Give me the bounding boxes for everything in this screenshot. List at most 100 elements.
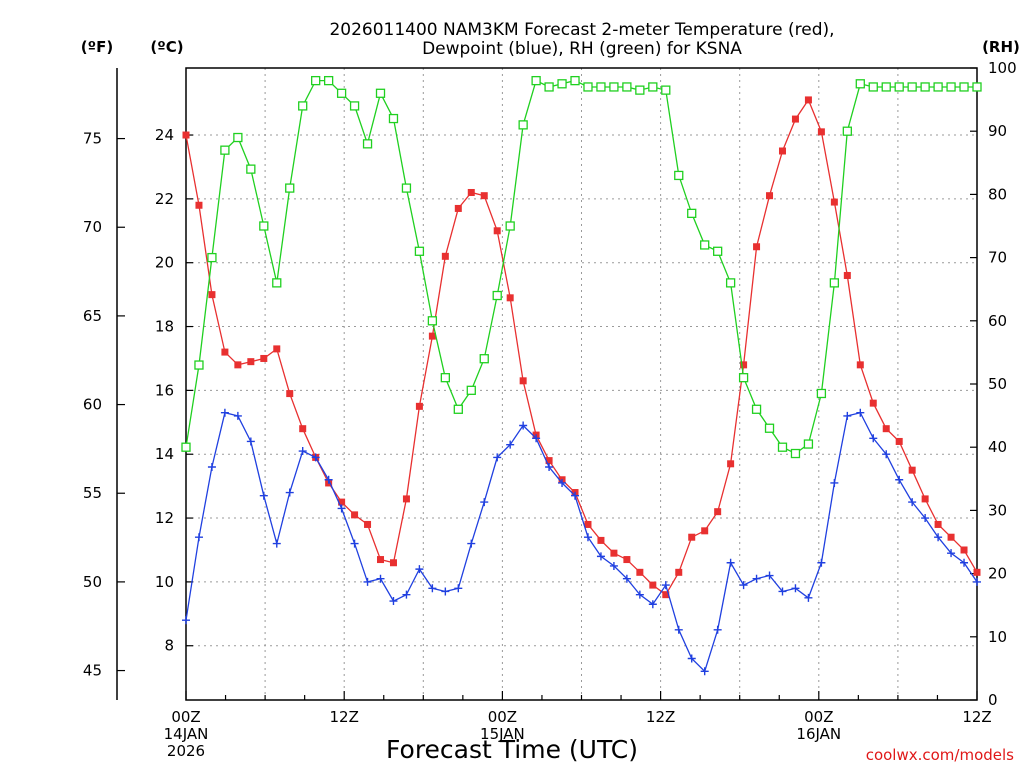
temperature-point <box>921 495 929 503</box>
temperature-point <box>597 536 605 544</box>
dewpoint-point <box>869 434 878 443</box>
rh-point <box>466 385 476 395</box>
temperature-point <box>208 291 216 299</box>
dewpoint-point <box>350 539 359 548</box>
dewpoint-point <box>402 590 411 599</box>
dewpoint-point <box>558 478 567 487</box>
fahrenheit-tick-label: 45 <box>83 662 102 680</box>
rh-point <box>881 82 891 92</box>
rh-point <box>777 442 788 452</box>
rh-point <box>518 120 528 130</box>
dewpoint-point <box>817 558 826 567</box>
fahrenheit-tick-label: 70 <box>83 218 102 236</box>
temperature-point <box>506 294 514 302</box>
rh-point <box>272 278 282 288</box>
temperature-point <box>778 147 786 155</box>
dewpoint-point <box>973 577 981 586</box>
temperature-point <box>869 399 877 407</box>
dewpoint-point <box>895 475 904 484</box>
fahrenheit-tick-label: 50 <box>83 573 102 591</box>
dewpoint-point <box>545 462 554 471</box>
rh-tick-label: 60 <box>988 312 1007 330</box>
dewpoint-point <box>493 453 502 462</box>
dewpoint-point <box>532 434 541 443</box>
temperature-point <box>260 354 268 362</box>
fahrenheit-tick-label: 75 <box>83 130 102 148</box>
temperature-point <box>545 457 553 465</box>
x-tick-label: 00Z <box>171 708 200 726</box>
temperature-point <box>428 332 436 340</box>
chart-title-line-1: 2026011400 NAM3KM Forecast 2-meter Tempe… <box>329 20 834 40</box>
rh-point <box>609 82 619 92</box>
temperature-point <box>701 527 709 535</box>
temperature-point <box>934 520 942 528</box>
dewpoint-point <box>622 574 631 583</box>
rh-tick-label: 50 <box>988 375 1007 393</box>
dewpoint-point <box>324 475 333 484</box>
rh-point <box>401 183 412 193</box>
celsius-tick-label: 18 <box>155 318 174 336</box>
rh-point <box>479 354 489 364</box>
temperature-point <box>960 546 968 554</box>
rh-point <box>375 88 386 98</box>
dewpoint-point <box>752 574 761 583</box>
rh-point <box>233 132 243 143</box>
temperature-point <box>817 128 825 136</box>
rh-point <box>259 221 269 231</box>
x-tick-label: 12Z <box>330 708 359 726</box>
x-tick-label: 16JAN <box>796 725 841 743</box>
temperature-point <box>584 520 592 528</box>
dewpoint-point <box>571 491 580 500</box>
dewpoint-point <box>454 584 463 593</box>
temperature-point <box>830 198 838 206</box>
dewpoint-point <box>311 453 320 462</box>
rh-point <box>181 442 191 452</box>
temperature-point <box>843 271 851 279</box>
fahrenheit-tick-label: 55 <box>83 484 102 502</box>
rh-point <box>388 113 399 124</box>
rh-point <box>933 82 943 92</box>
dewpoint-point <box>739 581 748 590</box>
rh-point <box>440 373 450 383</box>
temperature-point <box>908 466 916 474</box>
temperature-point <box>286 390 294 398</box>
temperature-point <box>377 556 385 564</box>
temperature-point <box>688 533 696 541</box>
rh-point <box>362 139 373 149</box>
plot-frame <box>185 67 978 701</box>
rh-point <box>764 423 775 433</box>
dewpoint-point <box>713 625 722 634</box>
dewpoint-point <box>298 447 307 456</box>
rh-point <box>298 101 308 111</box>
temperature-point <box>247 358 255 366</box>
dewpoint-point <box>480 498 489 507</box>
dewpoint-point <box>700 667 709 676</box>
rh-series <box>181 75 982 459</box>
rh-point <box>894 82 904 92</box>
temperature-point <box>791 115 799 123</box>
dewpoint-line <box>185 411 978 673</box>
rh-point <box>570 75 580 86</box>
temperature-point <box>364 520 372 528</box>
rh-tick-label: 20 <box>988 565 1007 583</box>
dewpoint-point <box>635 590 644 599</box>
temperature-point <box>299 425 307 433</box>
dewpoint-point <box>765 571 774 580</box>
temperature-point <box>195 201 203 209</box>
rh-point <box>751 404 762 414</box>
x-tick-label: 2026 <box>167 742 205 760</box>
rh-point <box>492 290 502 301</box>
x-axis-label: Forecast Time (UTC) <box>386 735 638 764</box>
temperature-point <box>480 192 488 200</box>
rh-tick-label: 30 <box>988 501 1007 519</box>
rh-point <box>648 82 658 92</box>
rh-point <box>725 278 736 288</box>
temperature-point <box>338 498 346 506</box>
dewpoint-point <box>687 654 696 663</box>
grid <box>186 68 977 700</box>
temperature-point <box>856 361 864 369</box>
dewpoint-point <box>506 440 515 449</box>
temperature-point <box>675 568 683 576</box>
celsius-tick-label: 8 <box>164 637 174 655</box>
